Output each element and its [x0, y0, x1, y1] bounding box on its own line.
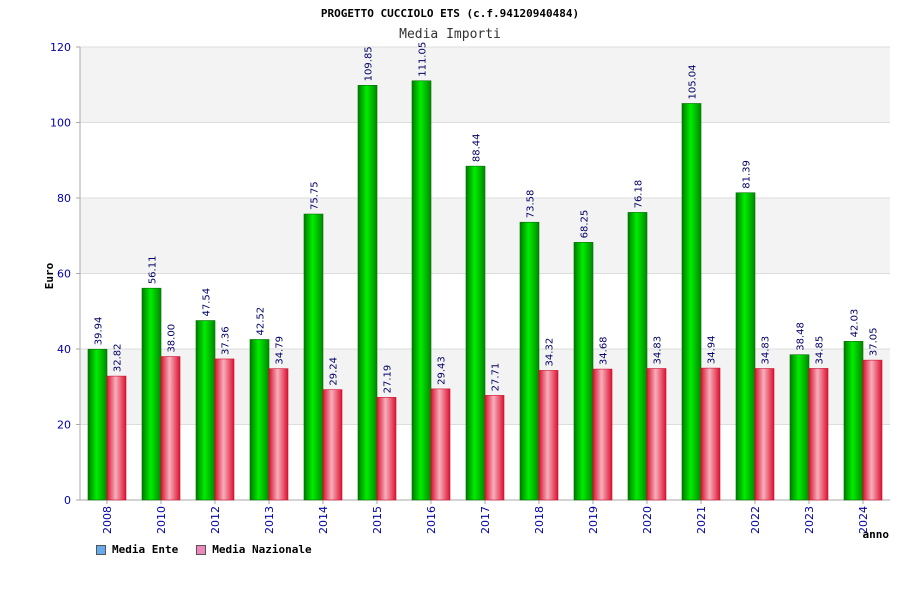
- y-tick-label: 20: [57, 419, 71, 432]
- data-label-ente: 38.48: [796, 322, 807, 351]
- x-tick-label: 2008: [101, 506, 114, 534]
- data-label-nazionale: 29.43: [437, 356, 448, 385]
- data-label-nazionale: 32.82: [113, 343, 124, 372]
- bar-media-nazionale: [538, 370, 559, 501]
- bar-media-nazionale: [592, 368, 613, 501]
- x-tick-label: 2021: [695, 506, 708, 534]
- data-label-nazionale: 34.85: [815, 336, 826, 365]
- bar-media-nazionale: [376, 397, 397, 501]
- bar-media-ente: [843, 341, 864, 501]
- x-tick-label: 2014: [317, 506, 330, 534]
- chart-title: PROGETTO CUCCIOLO ETS (c.f.94120940484): [321, 7, 579, 20]
- y-tick-label: 60: [57, 268, 71, 281]
- bar-media-ente: [519, 221, 540, 501]
- x-tick-label: 2017: [479, 506, 492, 534]
- legend-label-ente: Media Ente: [112, 543, 179, 556]
- data-label-nazionale: 34.83: [653, 336, 664, 365]
- bar-media-nazionale: [268, 368, 289, 501]
- data-label-nazionale: 37.36: [221, 326, 232, 355]
- data-label-ente: 111.05: [418, 42, 429, 77]
- data-label-nazionale: 34.32: [545, 338, 556, 367]
- bar-media-ente: [141, 287, 162, 501]
- y-tick-label: 100: [50, 117, 71, 130]
- bar-media-ente: [303, 213, 324, 501]
- bar-media-nazionale: [700, 367, 721, 501]
- data-label-ente: 42.52: [256, 307, 267, 336]
- data-label-nazionale: 37.05: [869, 327, 880, 356]
- data-label-nazionale: 29.24: [329, 357, 340, 386]
- y-axis-label: Euro: [43, 262, 56, 289]
- legend-swatch-ente: [96, 544, 106, 555]
- data-label-nazionale: 27.71: [491, 363, 502, 392]
- x-tick-label: 2019: [587, 506, 600, 534]
- y-tick-label: 40: [57, 343, 71, 356]
- data-label-ente: 73.58: [526, 190, 537, 219]
- data-label-ente: 88.44: [472, 133, 483, 162]
- data-label-ente: 75.75: [310, 181, 321, 210]
- x-tick-label: 2010: [155, 506, 168, 534]
- y-tick-label: 80: [57, 192, 71, 205]
- x-axis-label: anno: [863, 528, 890, 541]
- data-label-ente: 105.04: [688, 64, 699, 99]
- bar-media-ente: [249, 339, 270, 501]
- bar-media-ente: [735, 192, 756, 501]
- plot-band: [80, 47, 890, 123]
- bar-media-nazionale: [808, 368, 829, 501]
- bar-media-nazionale: [862, 359, 883, 501]
- bar-media-nazionale: [646, 368, 667, 501]
- data-label-ente: 81.39: [742, 160, 753, 189]
- data-label-ente: 56.11: [148, 256, 159, 285]
- data-label-nazionale: 27.19: [383, 365, 394, 394]
- data-label-ente: 39.94: [94, 317, 105, 346]
- x-tick-label: 2012: [209, 506, 222, 534]
- x-tick-label: 2022: [749, 506, 762, 534]
- x-tick-label: 2024: [857, 506, 870, 534]
- bar-media-nazionale: [106, 375, 127, 501]
- bar-media-ente: [411, 80, 432, 501]
- bar-media-nazionale: [322, 389, 343, 501]
- x-tick-label: 2015: [371, 506, 384, 534]
- legend-label-nazionale: Media Nazionale: [212, 543, 312, 556]
- legend-item-ente: Media Ente: [96, 543, 178, 556]
- bar-media-nazionale: [214, 358, 235, 501]
- x-tick-label: 2023: [803, 506, 816, 534]
- bar-media-ente: [465, 165, 486, 501]
- data-label-ente: 68.25: [580, 210, 591, 239]
- y-tick-label: 120: [50, 41, 71, 54]
- data-labels: 39.94 32.82 56.11 38.00 47.54 37.36 42.52 34.79…: [94, 42, 880, 394]
- bar-media-nazionale: [160, 356, 181, 501]
- legend-item-nazionale: Media Nazionale: [196, 543, 312, 556]
- bar-media-ente: [573, 242, 594, 501]
- y-tick-label: 0: [64, 494, 71, 507]
- data-label-ente: 42.03: [850, 309, 861, 338]
- data-label-nazionale: 34.79: [275, 336, 286, 365]
- bar-media-nazionale: [430, 388, 451, 501]
- bar-media-ente: [87, 348, 108, 501]
- legend-swatch-nazionale: [196, 544, 207, 555]
- bar-media-ente: [681, 103, 702, 501]
- chart-subtitle: Media Importi: [399, 27, 501, 42]
- bar-media-nazionale: [754, 368, 775, 501]
- data-label-ente: 76.18: [634, 180, 645, 209]
- x-tick-label: 2016: [425, 506, 438, 534]
- data-label-nazionale: 34.94: [707, 335, 718, 364]
- bars: [87, 80, 883, 501]
- data-label-nazionale: 38.00: [167, 324, 178, 353]
- bar-media-ente: [789, 354, 810, 501]
- data-label-ente: 109.85: [364, 46, 375, 81]
- x-tick-label: 2013: [263, 506, 276, 534]
- x-tick-label: 2020: [641, 506, 654, 534]
- bar-media-nazionale: [484, 395, 505, 501]
- data-label-nazionale: 34.83: [761, 336, 772, 365]
- legend: Media Ente Media Nazionale: [96, 543, 312, 556]
- data-label-ente: 47.54: [202, 288, 213, 317]
- bar-media-ente: [357, 85, 378, 501]
- x-tick-label: 2018: [533, 506, 546, 534]
- bar-media-ente: [627, 212, 648, 501]
- bar-media-ente: [195, 320, 216, 501]
- data-label-nazionale: 34.68: [599, 336, 610, 365]
